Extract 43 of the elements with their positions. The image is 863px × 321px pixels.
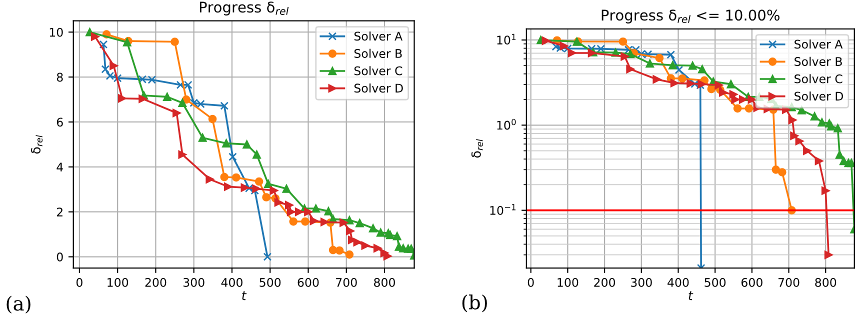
chart-title: Progress δ$_{rel}$ <= 10.00%: [602, 10, 780, 24]
y-tick-label: 6: [56, 118, 63, 127]
x-tick-label: 0: [528, 278, 534, 287]
x-tick-label: 700: [336, 278, 357, 287]
y-tick-label: 10$^{0}$: [497, 118, 516, 130]
x-tick-label: 200: [145, 278, 166, 287]
text: (b): [462, 294, 487, 312]
legend-label: Solver A: [794, 40, 843, 49]
y-tick-label: 2: [56, 208, 62, 216]
x-tick-label: 200: [594, 278, 616, 287]
x-tick-label: 700: [778, 278, 800, 287]
chart-title: Progress δ$_{rel}$: [200, 2, 289, 16]
text: (a): [6, 296, 30, 314]
x-tick-label: 400: [221, 278, 242, 287]
legend-label: Solver D: [794, 92, 844, 101]
y-axis-title: δ$_{rel}$: [471, 139, 483, 158]
x-tick-label: 300: [183, 278, 204, 287]
legend-label: Solver C: [794, 74, 842, 84]
x-tick-label: 500: [704, 278, 726, 287]
x-tick-label: 100: [108, 278, 128, 287]
x-tick-label: 800: [374, 278, 395, 287]
x-tick-label: 0: [76, 278, 82, 287]
y-tick-label: 4: [56, 162, 63, 172]
y-tick-label: 10$^{1}$: [497, 34, 516, 45]
legend-label: Solver A: [354, 31, 402, 41]
x-tick-label: 600: [298, 278, 319, 287]
y-tick-label: 0: [56, 252, 63, 262]
x-tick-label: 500: [260, 278, 281, 287]
x-axis-title: t: [242, 291, 247, 300]
legend-label: Solver B: [794, 56, 842, 66]
x-tick-label: 400: [668, 278, 689, 287]
x-tick-label: 100: [558, 278, 578, 287]
x-tick-label: 800: [815, 278, 836, 287]
x-tick-label: 600: [741, 278, 762, 287]
x-axis-title: t: [688, 291, 694, 300]
y-axis-title: δ$_{rel}$: [31, 135, 43, 154]
y-tick-label: 10$^{−1}$: [490, 204, 516, 215]
legend-label: Solver D: [354, 83, 403, 93]
y-tick-label: 10: [50, 28, 63, 37]
legend-label: Solver C: [354, 66, 402, 76]
x-tick-label: 300: [631, 278, 652, 287]
y-tick-label: 8: [56, 72, 63, 82]
legend-label: Solver B: [354, 48, 402, 58]
